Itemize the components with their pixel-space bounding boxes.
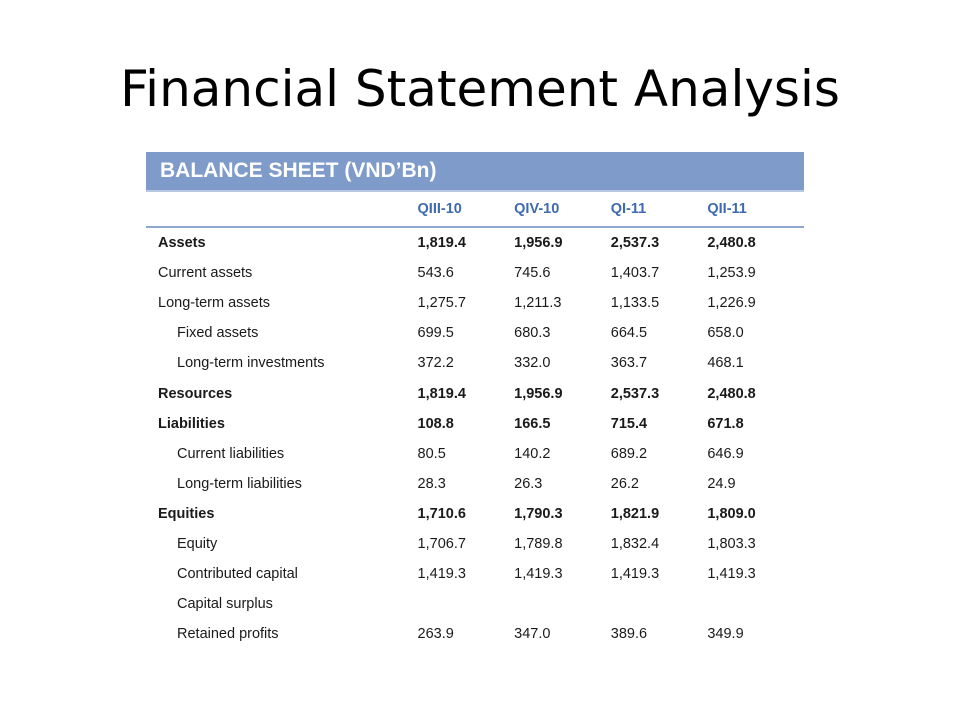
cell-value: 332.0: [514, 355, 551, 372]
cell-value: 1,133.5: [610, 295, 660, 312]
cell-value: 166.5: [514, 415, 551, 432]
cell-value: 372.2: [417, 355, 454, 372]
row-label: Current liabilities: [177, 445, 285, 462]
cell-value: 263.9: [417, 626, 454, 643]
row-label: Fixed assets: [177, 325, 259, 342]
row-label: Long-term liabilities: [177, 475, 302, 492]
cell-value: 1,253.9: [707, 265, 756, 282]
row-label: Assets: [158, 235, 206, 252]
cell-value: 689.2: [610, 445, 648, 462]
cell-value: 140.2: [514, 445, 551, 462]
cell-value: 658.0: [707, 325, 744, 342]
cell-value: 699.5: [417, 325, 454, 342]
cell-value: 1,226.9: [707, 295, 756, 312]
column-header: QIV-10: [514, 192, 611, 228]
cell-value: 26.3: [514, 475, 543, 492]
cell-value: 1,419.3: [610, 566, 660, 583]
table-row: Resources 1,819.4 1,956.9 2,537.3 2,480.…: [146, 378, 804, 408]
cell-value: 715.4: [610, 415, 648, 432]
cell-value: 1,403.7: [610, 265, 660, 282]
row-label: Contributed capital: [177, 566, 298, 583]
cell-value: 347.0: [514, 626, 551, 643]
row-label-header: [146, 192, 418, 228]
row-label: Long-term investments: [177, 355, 325, 372]
column-header: QII-11: [707, 192, 804, 228]
cell-value: 543.6: [417, 265, 454, 282]
column-header-row: QIII-10 QIV-10 QI-11 QII-11: [146, 192, 804, 228]
cell-value: 1,789.8: [514, 535, 563, 552]
cell-value: 1,419.3: [514, 566, 563, 583]
cell-value: 1,819.4: [417, 385, 466, 402]
table-row: Current liabilities 80.5 140.2 689.2 646…: [146, 439, 804, 469]
cell-value: 1,956.9: [514, 235, 563, 252]
cell-value: 1,809.0: [707, 505, 756, 522]
cell-value: 1,819.4: [417, 235, 466, 252]
table-row: Liabilities 108.8 166.5 715.4 671.8: [146, 409, 804, 439]
row-label: Equity: [177, 535, 218, 552]
cell-value: 28.3: [417, 475, 446, 492]
page-title: Financial Statement Analysis: [120, 60, 840, 118]
table-row: Equities 1,710.6 1,790.3 1,821.9 1,809.0: [146, 499, 804, 529]
row-label: Long-term assets: [158, 295, 271, 312]
table-row: Fixed assets 699.5 680.3 664.5 658.0: [146, 318, 804, 348]
cell-value: [611, 589, 708, 619]
cell-value: 389.6: [610, 626, 648, 643]
cell-value: 1,710.6: [417, 505, 466, 522]
cell-value: 2,537.3: [610, 385, 660, 402]
table-row: Capital surplus: [146, 589, 804, 619]
table-title: BALANCE SHEET (VND’Bn): [146, 152, 804, 192]
table-row: Assets 1,819.4 1,956.9 2,537.3 2,480.8: [146, 227, 804, 258]
column-header: QI-11: [610, 192, 708, 228]
cell-value: 80.5: [417, 445, 446, 462]
cell-value: 1,821.9: [610, 505, 660, 522]
column-header: QIII-10: [417, 192, 515, 228]
cell-value: 1,803.3: [707, 535, 756, 552]
cell-value: 1,211.3: [514, 295, 562, 312]
table-row: Long-term investments 372.2 332.0 363.7 …: [146, 348, 804, 378]
cell-value: 349.9: [707, 626, 744, 643]
cell-value: 1,419.3: [417, 566, 466, 583]
table-row: Equity 1,706.7 1,789.8 1,832.4 1,803.3: [146, 529, 804, 559]
table-row: Current assets 543.6 745.6 1,403.7 1,253…: [146, 258, 804, 288]
cell-value: [514, 589, 611, 619]
cell-value: 1,419.3: [707, 566, 756, 583]
cell-value: 646.9: [707, 445, 744, 462]
table-row: Long-term assets 1,275.7 1,211.3 1,133.5…: [146, 288, 804, 318]
cell-value: 680.3: [514, 325, 551, 342]
row-label: Current assets: [158, 265, 253, 282]
row-label: Equities: [158, 505, 215, 522]
cell-value: 24.9: [707, 475, 736, 492]
cell-value: 363.7: [610, 355, 648, 372]
cell-value: 1,832.4: [610, 535, 660, 552]
cell-value: 26.2: [610, 475, 639, 492]
cell-value: 2,480.8: [707, 385, 756, 402]
table-row: Long-term liabilities 28.3 26.3 26.2 24.…: [146, 469, 804, 499]
table-row: Contributed capital 1,419.3 1,419.3 1,41…: [146, 559, 804, 589]
cell-value: 1,275.7: [417, 295, 466, 312]
row-label: Liabilities: [158, 415, 225, 432]
cell-value: 1,706.7: [417, 535, 466, 552]
row-label: Resources: [158, 385, 233, 402]
cell-value: [418, 589, 515, 619]
balance-sheet-table: BALANCE SHEET (VND’Bn) QIII-10 QIV-10 QI…: [146, 152, 804, 649]
cell-value: [707, 589, 804, 619]
table-row: Retained profits 263.9 347.0 389.6 349.9: [146, 619, 804, 649]
cell-value: 671.8: [707, 415, 744, 432]
cell-value: 745.6: [514, 265, 551, 282]
cell-value: 664.5: [610, 325, 648, 342]
cell-value: 468.1: [707, 355, 744, 372]
cell-value: 108.8: [417, 415, 454, 432]
row-label: Capital surplus: [177, 596, 273, 613]
cell-value: 1,956.9: [514, 385, 563, 402]
cell-value: 1,790.3: [514, 505, 563, 522]
data-table: QIII-10 QIV-10 QI-11 QII-11 Assets 1,819…: [146, 192, 804, 649]
cell-value: 2,537.3: [610, 235, 660, 252]
row-label: Retained profits: [177, 626, 279, 643]
cell-value: 2,480.8: [707, 235, 756, 252]
